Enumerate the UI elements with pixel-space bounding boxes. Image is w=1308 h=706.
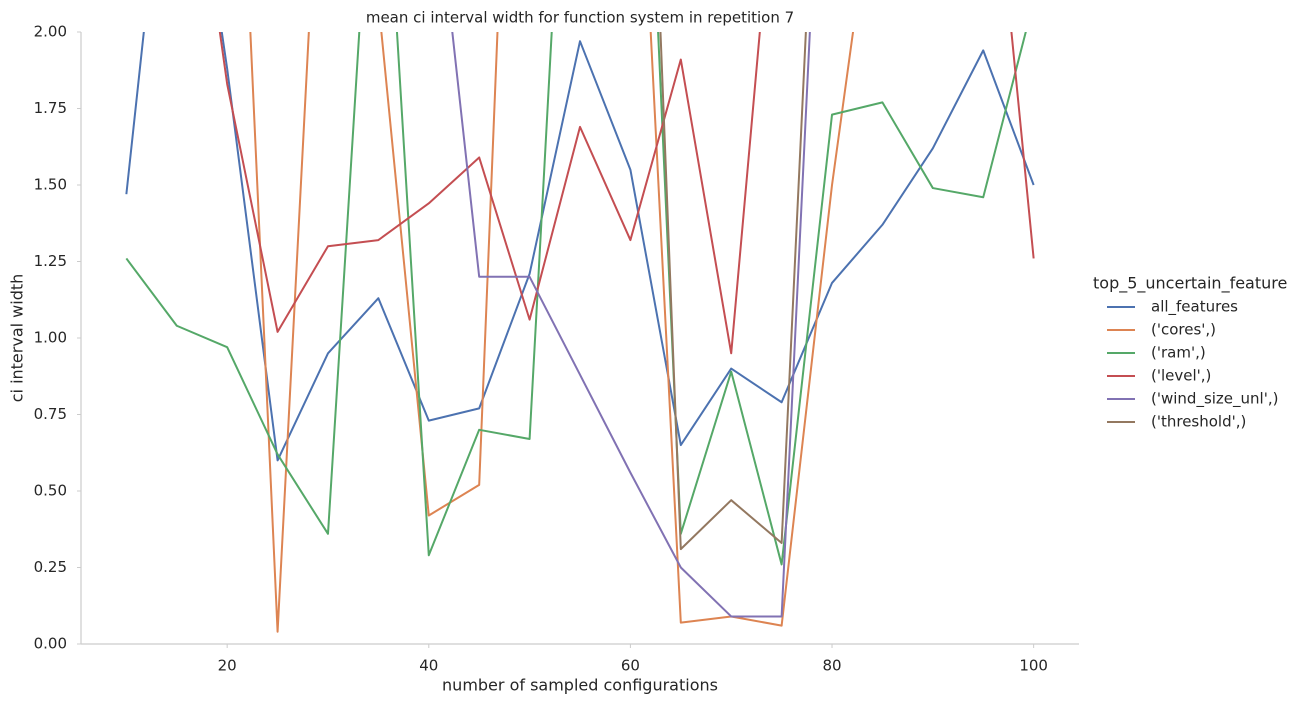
y-tick-label: 1.75 [34, 99, 67, 117]
series-line [249, 32, 855, 633]
x-tick-label: 80 [822, 657, 841, 675]
x-axis-label: number of sampled configurations [442, 676, 718, 695]
series-line [659, 32, 807, 551]
x-tick-label: 40 [419, 657, 438, 675]
series-line [125, 32, 1027, 566]
chart-title: mean ci interval width for function syst… [366, 9, 794, 27]
x-tick-label: 60 [621, 657, 640, 675]
legend-label: ('wind_size_unl',) [1151, 390, 1278, 409]
y-axis-label: ci interval width [8, 274, 27, 403]
legend-title: top_5_uncertain_feature [1093, 274, 1287, 294]
y-tick-label: 0.00 [34, 635, 67, 653]
series-line [125, 32, 1035, 462]
x-tick-label: 20 [218, 657, 237, 675]
y-tick-label: 1.25 [34, 252, 67, 270]
legend-label: all_features [1151, 298, 1238, 317]
legend-label: ('level',) [1151, 367, 1211, 385]
y-tick-label: 2.00 [34, 23, 67, 41]
legend-label: ('threshold',) [1151, 413, 1246, 431]
legend-label: ('cores',) [1151, 321, 1216, 339]
y-tick-label: 1.00 [34, 329, 67, 347]
y-tick-label: 0.50 [34, 482, 67, 500]
plot-area [125, 32, 1035, 633]
legend-label: ('ram',) [1151, 344, 1206, 362]
x-tick-label: 100 [1019, 657, 1048, 675]
y-tick-label: 0.75 [34, 405, 67, 423]
series-line [451, 32, 811, 618]
series-line [218, 32, 1035, 355]
y-tick-label: 0.25 [34, 558, 67, 576]
y-tick-label: 1.50 [34, 176, 67, 194]
